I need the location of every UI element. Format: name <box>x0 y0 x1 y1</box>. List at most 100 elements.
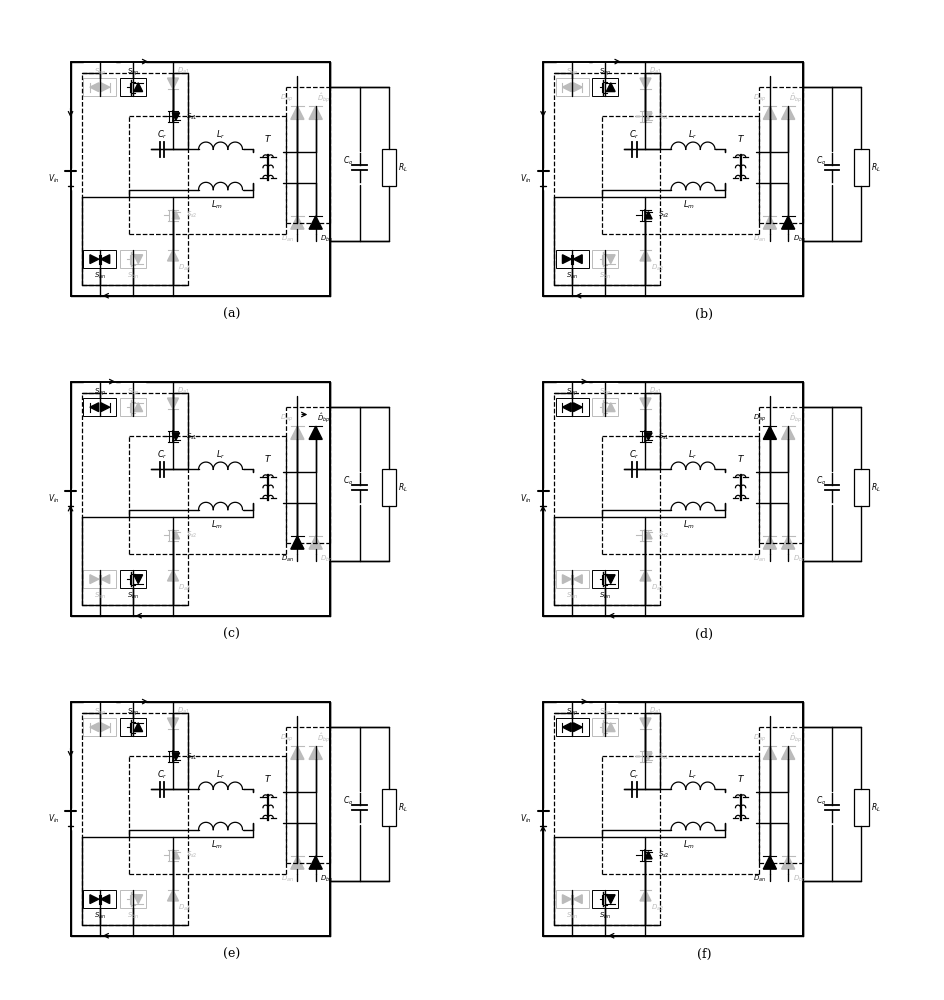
Text: $D_{ap}$: $D_{ap}$ <box>280 92 294 104</box>
Polygon shape <box>101 895 110 904</box>
Text: $L_m$: $L_m$ <box>683 518 695 531</box>
Polygon shape <box>172 113 179 120</box>
Text: $S_{bn}$: $S_{bn}$ <box>126 911 139 921</box>
Polygon shape <box>90 575 98 584</box>
Text: $D_{ap}$: $D_{ap}$ <box>752 732 766 744</box>
Polygon shape <box>573 403 582 412</box>
Text: $T$: $T$ <box>263 453 272 464</box>
Text: (a): (a) <box>223 308 240 321</box>
Bar <box>120 250 145 268</box>
Bar <box>83 250 116 268</box>
Text: $S_{bn}$: $S_{bn}$ <box>598 271 611 281</box>
Polygon shape <box>309 856 322 869</box>
Polygon shape <box>781 106 794 119</box>
Polygon shape <box>309 216 322 229</box>
Text: $T$: $T$ <box>735 453 744 464</box>
Text: $S_{ap}$: $S_{ap}$ <box>565 67 578 78</box>
Bar <box>853 469 868 506</box>
Bar <box>592 398 617 416</box>
Text: $\hat{D}_{bp}$: $\hat{D}_{bp}$ <box>316 731 330 745</box>
Text: $V_{in}$: $V_{in}$ <box>520 812 531 825</box>
Text: $C_o$: $C_o$ <box>815 474 825 487</box>
Text: $D_{bn}$: $D_{bn}$ <box>792 554 805 564</box>
Polygon shape <box>167 250 178 261</box>
Text: $S_{bp}$: $S_{bp}$ <box>126 67 139 78</box>
Text: $D_{an}$: $D_{an}$ <box>280 874 294 884</box>
Bar <box>120 78 145 96</box>
Polygon shape <box>101 255 110 264</box>
Polygon shape <box>781 426 794 439</box>
Text: $T$: $T$ <box>263 773 272 784</box>
Polygon shape <box>606 403 615 412</box>
Text: $D_{an}$: $D_{an}$ <box>752 554 766 564</box>
Text: $T$: $T$ <box>263 133 272 144</box>
Polygon shape <box>644 113 651 120</box>
Text: $C_o$: $C_o$ <box>343 474 353 487</box>
Text: $S_{ap}$: $S_{ap}$ <box>565 707 578 718</box>
Polygon shape <box>291 746 304 759</box>
Bar <box>555 718 588 736</box>
Bar <box>83 78 116 96</box>
Polygon shape <box>134 83 143 92</box>
Polygon shape <box>573 83 582 92</box>
Text: $S_{s1}$: $S_{s1}$ <box>186 751 197 762</box>
Text: $C_r$: $C_r$ <box>629 769 639 781</box>
Polygon shape <box>101 403 110 412</box>
Text: $S_{s2}$: $S_{s2}$ <box>658 850 669 860</box>
Text: $V_{in}$: $V_{in}$ <box>48 492 59 505</box>
Text: $S_{bp}$: $S_{bp}$ <box>598 707 611 718</box>
Text: $L_r$: $L_r$ <box>215 769 225 781</box>
Polygon shape <box>291 426 304 439</box>
Bar <box>120 570 145 588</box>
Text: $D_{a1}$: $D_{a1}$ <box>177 66 190 76</box>
Text: $C_o$: $C_o$ <box>343 794 353 807</box>
Text: $S_{an}$: $S_{an}$ <box>565 591 578 601</box>
Bar <box>120 718 145 736</box>
Text: $R_L$: $R_L$ <box>398 481 408 494</box>
Text: $L_m$: $L_m$ <box>683 838 695 851</box>
Polygon shape <box>90 83 98 92</box>
Polygon shape <box>167 78 178 89</box>
Text: $S_{ap}$: $S_{ap}$ <box>565 387 578 398</box>
Text: $D_{ap}$: $D_{ap}$ <box>752 412 766 424</box>
Polygon shape <box>172 433 179 440</box>
Text: $S_{bp}$: $S_{bp}$ <box>598 67 611 78</box>
Polygon shape <box>90 723 98 732</box>
Text: $L_m$: $L_m$ <box>211 518 223 531</box>
Polygon shape <box>644 852 651 859</box>
Polygon shape <box>781 746 794 759</box>
Text: $D_{a2}$: $D_{a2}$ <box>650 263 664 273</box>
Text: $D_{ap}$: $D_{ap}$ <box>280 732 294 744</box>
Text: $S_{s1}$: $S_{s1}$ <box>186 431 197 442</box>
Text: $D_{a2}$: $D_{a2}$ <box>178 903 192 913</box>
Polygon shape <box>167 398 178 409</box>
Text: $L_r$: $L_r$ <box>687 769 697 781</box>
Bar <box>853 149 868 186</box>
Polygon shape <box>781 856 794 869</box>
Polygon shape <box>606 895 615 904</box>
Text: $V_{in}$: $V_{in}$ <box>520 172 531 185</box>
Text: $C_r$: $C_r$ <box>629 449 639 461</box>
Text: $R_L$: $R_L$ <box>398 801 408 814</box>
Polygon shape <box>167 890 178 901</box>
Bar <box>381 149 396 186</box>
Polygon shape <box>562 255 570 264</box>
Polygon shape <box>763 106 776 119</box>
Polygon shape <box>644 433 651 440</box>
Polygon shape <box>172 753 179 760</box>
Polygon shape <box>573 575 582 584</box>
Polygon shape <box>90 895 98 904</box>
Polygon shape <box>101 83 110 92</box>
Text: $S_{bn}$: $S_{bn}$ <box>126 271 139 281</box>
Polygon shape <box>291 856 304 869</box>
Text: $S_{bp}$: $S_{bp}$ <box>126 707 139 718</box>
Polygon shape <box>309 536 322 549</box>
Text: $D_{bn}$: $D_{bn}$ <box>320 554 333 564</box>
Polygon shape <box>134 575 143 584</box>
Text: $D_{a2}$: $D_{a2}$ <box>650 903 664 913</box>
Text: $R_L$: $R_L$ <box>870 801 880 814</box>
Text: $S_{an}$: $S_{an}$ <box>93 591 106 601</box>
Polygon shape <box>167 570 178 581</box>
Text: (f): (f) <box>696 948 711 961</box>
Text: $S_{s1}$: $S_{s1}$ <box>186 111 197 122</box>
